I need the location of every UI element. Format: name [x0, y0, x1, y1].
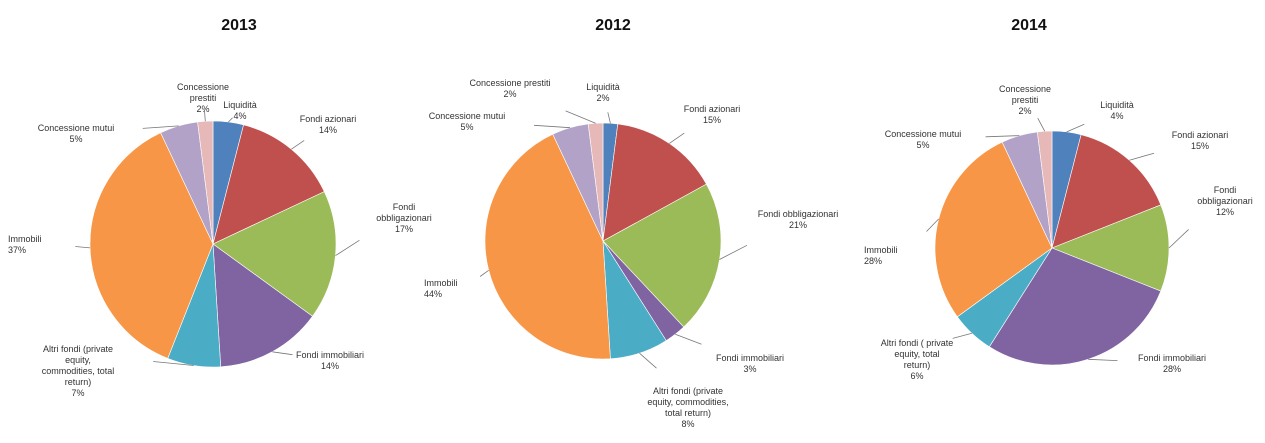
pie-slice-fondi-azionari — [602, 123, 707, 242]
slice-percent: 5% — [69, 134, 82, 144]
slice-label-concessione-prestiti: Concessione prestiti 2% — [999, 84, 1051, 116]
leader-line — [533, 124, 571, 129]
slice-label-concessione-prestiti: Concessione prestiti 2% — [177, 82, 229, 114]
slice-percent: 15% — [1191, 141, 1209, 151]
slice-percent: 28% — [864, 256, 882, 266]
slice-percent: 2% — [1018, 106, 1031, 116]
slice-percent: 4% — [233, 111, 246, 121]
slice-label-altri-fondi-private-equity-commodities-total-return: Altri fondi (private equity, commodities,… — [647, 386, 728, 429]
pie-slice-fondi-azionari — [212, 124, 325, 245]
pie-slice-fondi-obbligazionari — [1051, 204, 1170, 292]
slice-percent: 2% — [596, 93, 609, 103]
slice-percent: 6% — [910, 371, 923, 381]
pie-slice-fondi-immobiliari — [988, 247, 1162, 366]
pie-chart-2014: 2014 Liquidità 4% Fondi azionari 15% Fondi obb… — [864, 17, 1253, 381]
slice-percent: 21% — [789, 220, 807, 230]
leader-line — [565, 110, 596, 124]
leader-line — [639, 352, 657, 369]
slice-label-altri-fondi-private-equity-total-return: Altri fondi ( private equity, total return… — [881, 338, 954, 381]
slice-label-immobili: Immobili 28% — [864, 245, 898, 266]
pie-slice-fondi-obbligazionari — [212, 191, 337, 317]
leader-line — [1168, 229, 1189, 249]
chart-title: 2012 — [595, 17, 631, 34]
slice-label-fondi-obbligazionari: Fondi obbligazionari 17% — [376, 202, 432, 234]
slice-label-concessione-mutui: Concessione mutui 5% — [38, 123, 115, 144]
slice-label-concessione-mutui: Concessione mutui 5% — [885, 129, 962, 150]
slice-percent: 37% — [8, 245, 26, 255]
chart-title: 2013 — [221, 17, 257, 34]
leader-line — [1088, 358, 1118, 361]
slice-percent: 44% — [424, 289, 442, 299]
slice-percent: 5% — [916, 140, 929, 150]
leader-line — [153, 361, 194, 366]
slice-label-fondi-obbligazionari: Fondi obbligazionari 21% — [758, 209, 839, 230]
leader-line — [142, 125, 179, 129]
leader-line — [926, 218, 939, 232]
leader-line — [1066, 123, 1085, 133]
slice-label-fondi-immobiliari: Fondi immobiliari 28% — [1138, 353, 1206, 374]
leader-line — [675, 333, 702, 345]
slice-label-fondi-azionari: Fondi azionari 15% — [684, 104, 741, 125]
leader-line — [291, 140, 305, 150]
pie-slice-immobili — [89, 132, 214, 359]
pie-chart-2012: 2012 Liquidità 2% Fondi azionari 15% Fondi ob… — [424, 17, 838, 429]
leader-line — [607, 112, 611, 124]
slice-percent: 12% — [1216, 207, 1234, 217]
slice-percent: 7% — [71, 388, 84, 398]
leader-line — [479, 269, 489, 277]
slice-label-fondi-obbligazionari: Fondi obbligazionari 12% — [1197, 185, 1253, 217]
slice-percent: 3% — [743, 364, 756, 374]
slice-percent: 4% — [1110, 111, 1123, 121]
pie-slice-fondi-immobiliari — [212, 243, 313, 368]
leader-line — [985, 135, 1020, 138]
slice-label-immobili: Immobili 44% — [424, 278, 458, 299]
slice-label-fondi-immobiliari: Fondi immobiliari 3% — [716, 353, 784, 374]
pie-chart-2013: 2013 Liquidità 4% Fondi azionari 14% Fondi obb… — [8, 17, 432, 398]
slice-label-fondi-azionari: Fondi azionari 15% — [1172, 130, 1229, 151]
slice-percent: 5% — [460, 122, 473, 132]
pie-slice-concessione-prestiti — [1037, 130, 1053, 249]
slice-label-liquidita: Liquidità 4% — [1100, 100, 1134, 121]
leader-line — [952, 332, 973, 339]
slice-percent: 14% — [319, 125, 337, 135]
leader-line — [1129, 152, 1155, 161]
slice-percent: 28% — [1163, 364, 1181, 374]
slice-label-liquidita: Liquidità 2% — [586, 82, 620, 103]
leader-line — [335, 239, 360, 256]
slice-percent: 17% — [395, 224, 413, 234]
pie-slice-immobili — [934, 141, 1053, 318]
slice-label-concessione-prestiti: Concessione prestiti 2% — [469, 78, 550, 99]
slice-percent: 14% — [321, 361, 339, 371]
leader-line — [669, 132, 685, 144]
slice-percent: 8% — [681, 419, 694, 429]
leader-line — [228, 117, 233, 123]
slice-label-concessione-mutui: Concessione mutui 5% — [429, 111, 506, 132]
slice-label-fondi-azionari: Fondi azionari 14% — [300, 114, 357, 135]
slice-label-altri-fondi-private-equity-commodities-total-return: Altri fondi (private equity, commodities, … — [42, 344, 115, 398]
chart-title: 2014 — [1011, 17, 1047, 34]
slice-label-immobili: Immobili 37% — [8, 234, 42, 255]
slice-percent: 2% — [196, 104, 209, 114]
slice-label-fondi-immobiliari: Fondi immobiliari 14% — [296, 350, 364, 371]
leader-line — [1037, 118, 1046, 132]
leader-line — [204, 110, 206, 122]
leader-line — [719, 244, 748, 260]
slice-label-liquidita: Liquidità 4% — [223, 100, 257, 121]
pie-slice-fondi-azionari — [1051, 134, 1162, 249]
pie-slice-concessione-prestiti — [587, 122, 604, 242]
leader-line — [75, 246, 91, 249]
slice-percent: 15% — [703, 115, 721, 125]
slice-percent: 2% — [503, 89, 516, 99]
leader-line — [272, 351, 293, 356]
pie-slice-concessione-prestiti — [197, 120, 214, 245]
